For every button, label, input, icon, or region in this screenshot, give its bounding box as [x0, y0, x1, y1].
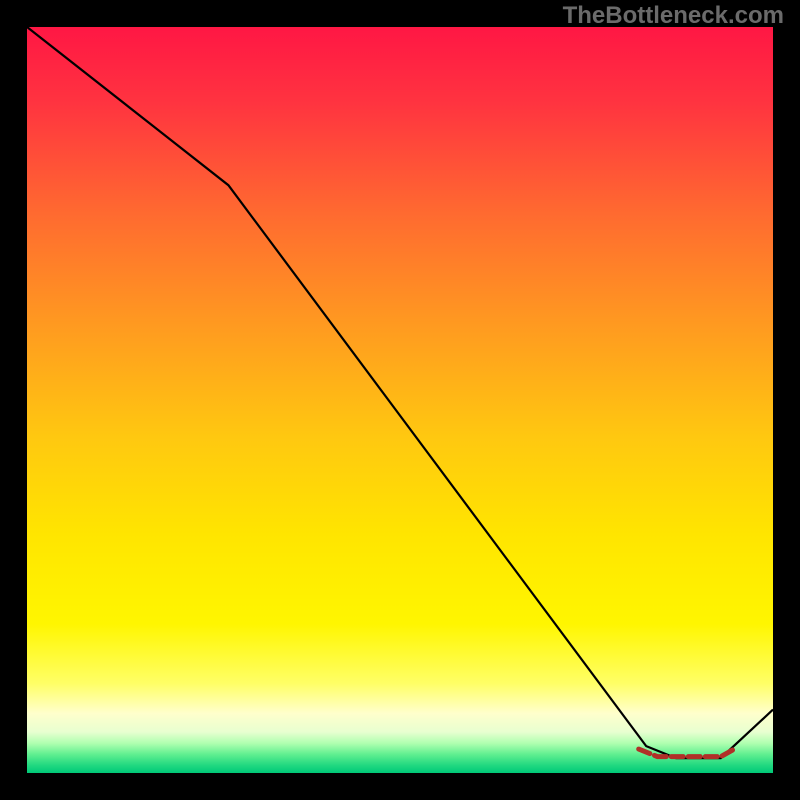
- watermark-text: TheBottleneck.com: [563, 2, 784, 30]
- gradient-plot-area: [27, 27, 773, 773]
- chart-container: TheBottleneck.com: [0, 0, 800, 800]
